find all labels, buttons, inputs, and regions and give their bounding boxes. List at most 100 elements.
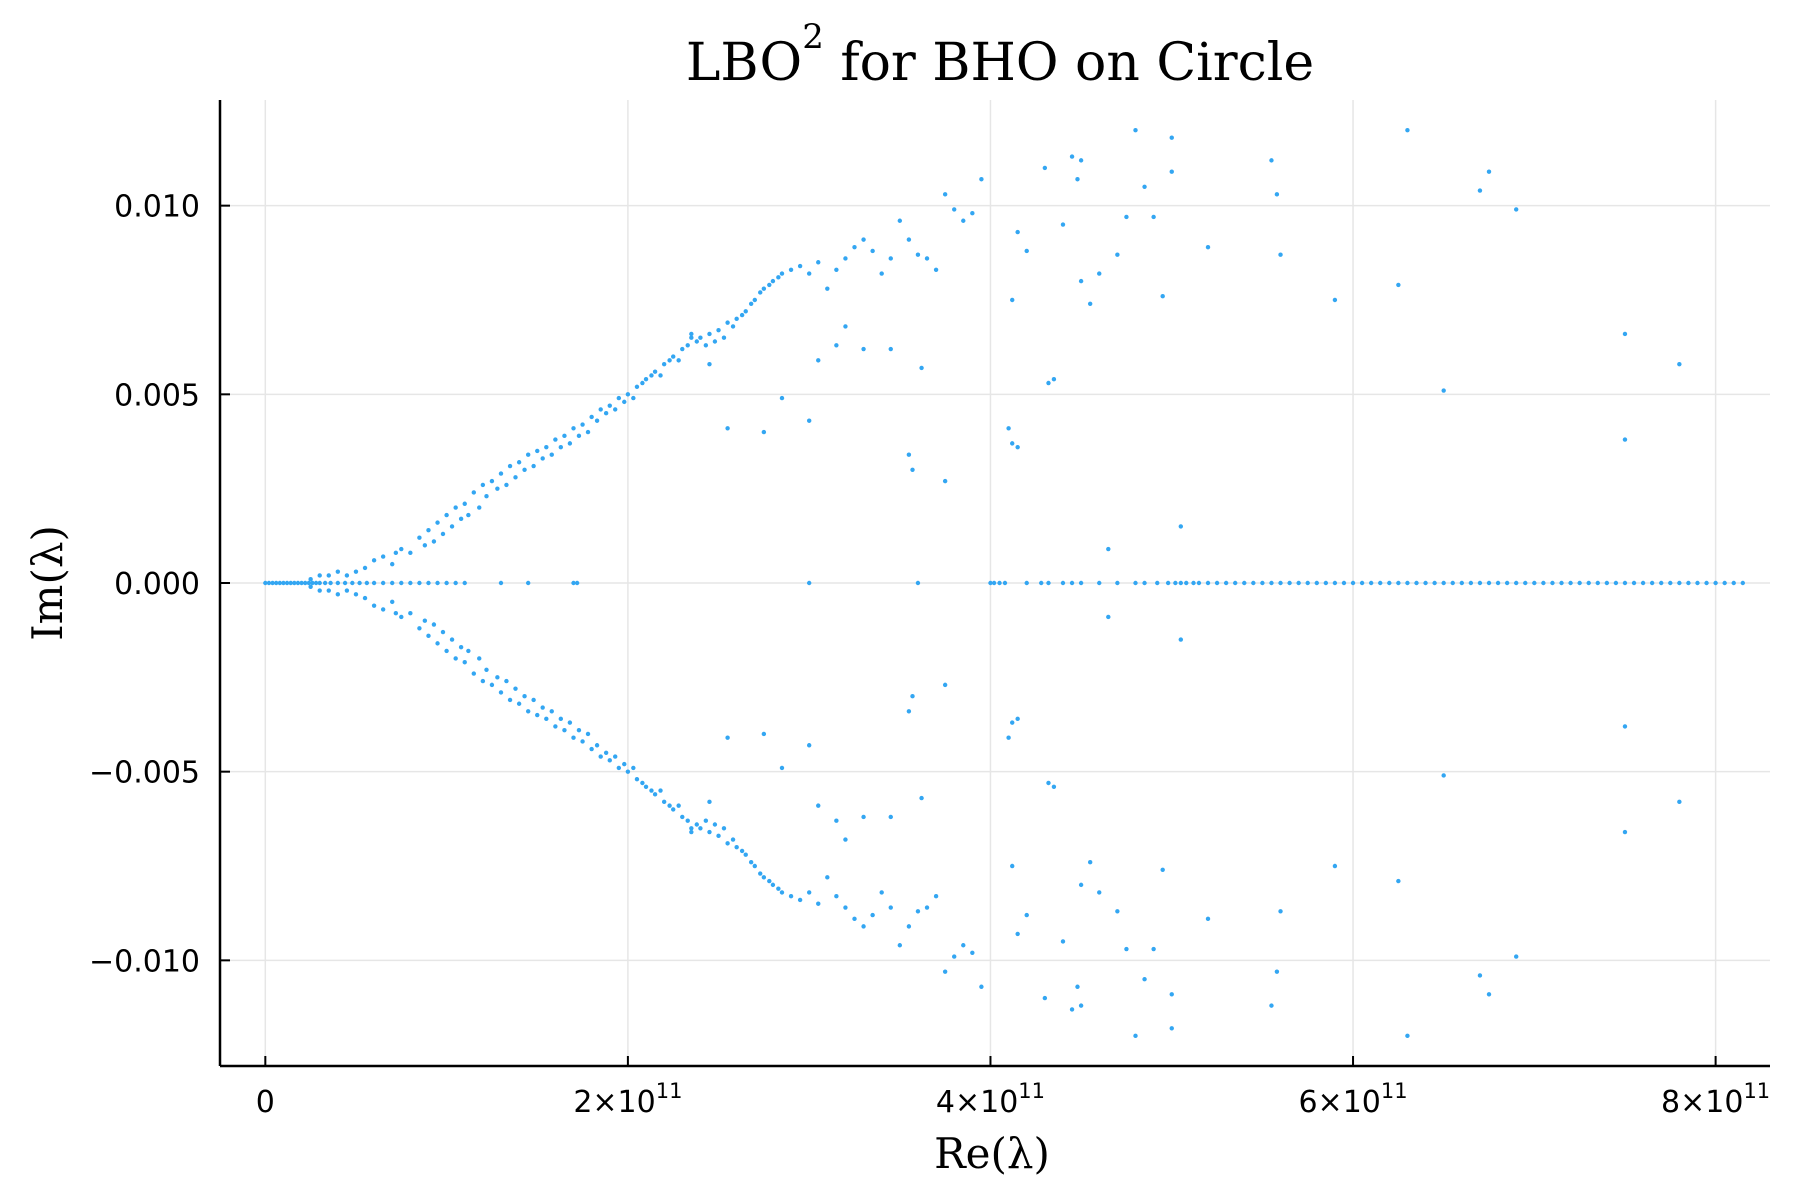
data-point xyxy=(852,916,857,922)
data-point xyxy=(1169,992,1174,997)
data-point xyxy=(453,580,458,586)
data-point xyxy=(1622,437,1628,442)
data-point xyxy=(1405,1033,1410,1039)
data-point xyxy=(694,822,699,827)
data-point xyxy=(1133,580,1138,586)
data-point xyxy=(1260,580,1265,586)
data-point xyxy=(495,486,500,491)
x-tick-label: 0 xyxy=(256,1085,275,1120)
data-point xyxy=(335,569,341,574)
data-point xyxy=(399,580,404,586)
data-point xyxy=(1075,177,1080,182)
data-point xyxy=(861,346,866,352)
data-point xyxy=(558,716,564,722)
data-point xyxy=(453,656,458,661)
data-point xyxy=(516,701,522,706)
data-point xyxy=(906,709,912,714)
data-point xyxy=(1504,580,1510,586)
data-point xyxy=(308,577,313,582)
data-point xyxy=(471,671,477,676)
data-point xyxy=(834,893,839,899)
data-point xyxy=(1541,580,1546,586)
data-point xyxy=(1513,954,1519,959)
data-point xyxy=(576,433,582,439)
data-point xyxy=(1087,860,1093,865)
data-point xyxy=(1550,580,1555,586)
data-point xyxy=(1078,580,1084,586)
data-point xyxy=(317,573,322,578)
data-point xyxy=(743,852,748,857)
data-point xyxy=(507,697,513,703)
data-point xyxy=(825,875,830,880)
data-point xyxy=(1359,580,1365,586)
data-point xyxy=(725,841,730,846)
data-point xyxy=(1559,580,1564,586)
data-point xyxy=(861,924,866,929)
data-point xyxy=(299,580,304,586)
data-point xyxy=(1296,580,1301,586)
data-point xyxy=(761,875,767,880)
data-point xyxy=(1205,580,1211,586)
data-point xyxy=(915,909,921,914)
data-point xyxy=(1024,248,1029,254)
data-point xyxy=(1450,580,1455,586)
data-point xyxy=(462,501,467,506)
data-point xyxy=(549,709,554,714)
data-point xyxy=(306,580,312,586)
data-point xyxy=(607,758,612,763)
data-point xyxy=(1269,580,1274,586)
data-point xyxy=(970,211,975,216)
data-point xyxy=(453,505,458,510)
data-point xyxy=(426,580,431,586)
data-point xyxy=(422,618,428,623)
data-point xyxy=(1278,909,1283,914)
data-point xyxy=(689,829,694,835)
data-point xyxy=(1060,580,1066,586)
data-point xyxy=(1613,580,1619,586)
data-point xyxy=(816,358,821,363)
data-point xyxy=(466,648,471,654)
data-point xyxy=(458,516,464,522)
data-point xyxy=(1078,278,1084,284)
data-point xyxy=(924,905,930,910)
data-point xyxy=(725,735,730,740)
data-point xyxy=(1414,580,1419,586)
data-point xyxy=(589,746,594,752)
data-point xyxy=(1368,580,1374,586)
data-point xyxy=(353,569,359,574)
data-point xyxy=(1269,158,1274,163)
data-point xyxy=(471,490,477,495)
data-point xyxy=(622,399,627,405)
data-point xyxy=(658,373,663,378)
data-point xyxy=(594,418,600,423)
data-point xyxy=(712,339,718,344)
data-point xyxy=(739,312,745,318)
data-point xyxy=(380,607,386,612)
data-point xyxy=(477,505,482,510)
data-point xyxy=(571,426,576,431)
data-point xyxy=(734,316,739,322)
data-point xyxy=(1387,580,1392,586)
data-point xyxy=(906,452,912,457)
data-point xyxy=(480,678,486,684)
data-point xyxy=(1513,580,1519,586)
data-point xyxy=(1160,294,1165,299)
data-points xyxy=(263,127,1746,1039)
data-point xyxy=(1468,580,1474,586)
data-point xyxy=(574,580,580,586)
data-point xyxy=(1686,580,1691,586)
data-point xyxy=(625,769,631,774)
data-point xyxy=(571,580,576,586)
data-point xyxy=(1069,154,1075,159)
data-point xyxy=(671,354,676,359)
data-point xyxy=(1024,912,1029,918)
data-point xyxy=(444,580,449,586)
data-point xyxy=(1173,580,1178,586)
data-point xyxy=(703,818,709,823)
data-point xyxy=(806,743,812,748)
data-point xyxy=(513,475,518,480)
data-point xyxy=(317,588,322,593)
data-point xyxy=(676,358,681,363)
data-point xyxy=(1622,331,1628,337)
x-tick-label-base: 4×10 xyxy=(936,1085,1018,1120)
